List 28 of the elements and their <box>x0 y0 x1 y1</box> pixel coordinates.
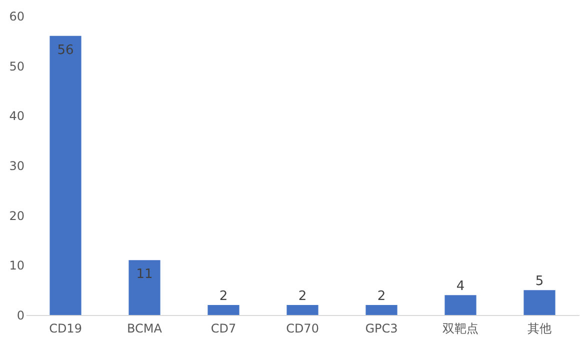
y-tick-label: 60 <box>9 10 24 24</box>
bar <box>524 290 556 315</box>
x-tick-label: GPC3 <box>365 322 398 336</box>
y-tick-label: 30 <box>9 159 24 173</box>
data-label: 2 <box>377 289 386 304</box>
x-tick-label: BCMA <box>127 322 163 336</box>
bar <box>286 305 318 315</box>
x-tick-label: CD19 <box>49 322 82 336</box>
y-tick-label: 40 <box>9 109 24 124</box>
data-label: 56 <box>57 42 74 58</box>
x-tick-label: 双靶点 <box>442 322 478 336</box>
data-label: 5 <box>535 274 544 290</box>
x-tick-label: CD7 <box>210 322 236 336</box>
data-label: 11 <box>136 267 153 282</box>
bar <box>366 305 398 315</box>
x-tick-label: CD70 <box>286 322 319 336</box>
bar <box>208 305 240 315</box>
y-tick-label: 10 <box>9 258 24 273</box>
y-tick-label: 50 <box>9 59 24 74</box>
bar <box>444 295 476 315</box>
y-tick-label: 20 <box>9 208 24 223</box>
data-label: 4 <box>456 279 465 294</box>
bar <box>50 36 82 315</box>
data-label: 2 <box>298 289 307 304</box>
data-label: 2 <box>219 289 228 304</box>
bar <box>128 260 160 315</box>
y-tick-label: 0 <box>16 308 24 322</box>
x-tick-label: 其他 <box>528 322 552 336</box>
